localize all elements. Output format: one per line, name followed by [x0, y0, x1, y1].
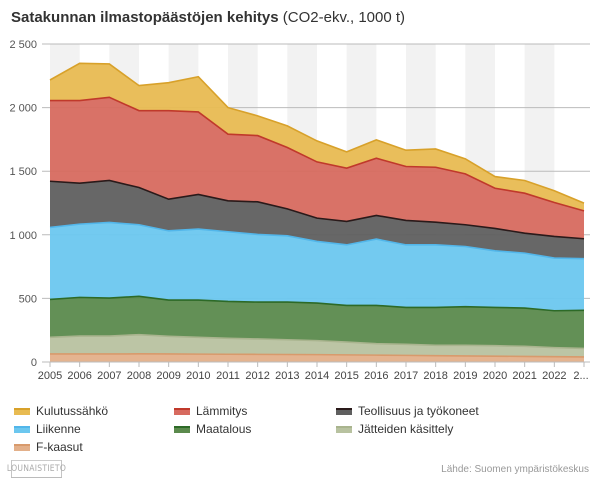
x-tick-label: 2017 — [394, 370, 418, 382]
x-tick-label: 2005 — [38, 370, 62, 382]
chart-title: Satakunnan ilmastopäästöjen kehitys (CO2… — [11, 9, 405, 26]
legend-label: Teollisuus ja työkoneet — [358, 404, 479, 418]
title-unit: (CO2-ekv., 1000 t) — [282, 9, 406, 26]
y-tick-label: 2 000 — [9, 103, 37, 115]
y-tick-label: 1 500 — [9, 166, 37, 178]
y-tick-label: 2 500 — [9, 39, 37, 51]
legend-item[interactable]: Teollisuus ja työkoneet — [336, 404, 479, 418]
legend-item[interactable]: Liikenne — [14, 422, 81, 436]
line-teollisuus-ja-työkoneet — [49, 179, 585, 240]
x-tick-label: 2012 — [245, 370, 269, 382]
legend-swatch — [14, 425, 30, 433]
y-tick-label: 1 000 — [9, 230, 37, 242]
x-tick-label: 2009 — [156, 370, 180, 382]
legend-item[interactable]: Jätteiden käsittely — [336, 422, 453, 436]
source-note: Lähde: Suomen ympäristökeskus — [441, 464, 589, 475]
x-tick-label: 2010 — [186, 370, 210, 382]
y-tick-label: 0 — [31, 357, 37, 369]
legend-swatch — [14, 407, 30, 415]
legend-label: Liikenne — [36, 422, 81, 436]
line-kulutussähkö — [49, 62, 585, 204]
x-tick-label: 2011 — [216, 370, 240, 382]
x-tick-label: 2013 — [275, 370, 299, 382]
legend-swatch — [336, 425, 352, 433]
legend-item[interactable]: F-kaasut — [14, 440, 83, 454]
x-tick-label: 2006 — [67, 370, 91, 382]
line-lämmitys — [50, 96, 585, 212]
area-teollisuus-ja-työkoneet — [50, 180, 584, 259]
legend-item[interactable]: Maatalous — [174, 422, 251, 436]
x-tick-label: 2007 — [97, 370, 121, 382]
line-f-kaasut — [50, 353, 585, 358]
x-tick-label: 2020 — [483, 370, 507, 382]
x-tick-label: 2... — [573, 370, 588, 382]
area-maatalous — [50, 296, 584, 349]
x-tick-label: 2019 — [453, 370, 477, 382]
legend-label: Maatalous — [196, 422, 252, 436]
legend-item[interactable]: Lämmitys — [174, 404, 247, 418]
legend-label: Jätteiden käsittely — [358, 422, 454, 436]
plot-area: 0 500 1 000 1 500 2 000 2 500 2005 2006 2007 2008… — [9, 39, 590, 382]
area-liikenne — [50, 222, 584, 311]
legend-swatch — [174, 407, 190, 415]
legend-swatch — [174, 425, 190, 433]
line-maatalous — [49, 295, 585, 312]
area-lämmitys — [50, 97, 584, 239]
legend-item[interactable]: Kulutussähkö — [14, 404, 108, 418]
x-tick-label: 2018 — [423, 370, 447, 382]
y-tick-label: 500 — [19, 293, 37, 305]
line-liikenne — [49, 221, 585, 260]
legend-label: Lämmitys — [196, 404, 248, 418]
legend-label: F-kaasut — [36, 440, 83, 454]
x-tick-label: 2014 — [305, 370, 329, 382]
legend-swatch — [336, 407, 352, 415]
area-kulutussähkö — [50, 63, 584, 211]
x-tick-label: 2022 — [542, 370, 566, 382]
x-tick-label: 2008 — [127, 370, 151, 382]
x-tick-label: 2016 — [364, 370, 388, 382]
legend-label: Kulutussähkö — [36, 404, 109, 418]
lounaistieto-logo: LOUNAISTIETO — [7, 460, 66, 478]
legend-swatch — [14, 443, 30, 451]
area-jätteiden-käsittely — [50, 334, 584, 357]
logo-text: LOUNAISTIETO — [6, 464, 67, 474]
x-tick-label: 2015 — [334, 370, 358, 382]
x-tick-label: 2021 — [512, 370, 536, 382]
title-main: Satakunnan ilmastopäästöjen kehitys — [11, 9, 279, 26]
line-jätteiden-käsittely — [49, 333, 585, 350]
